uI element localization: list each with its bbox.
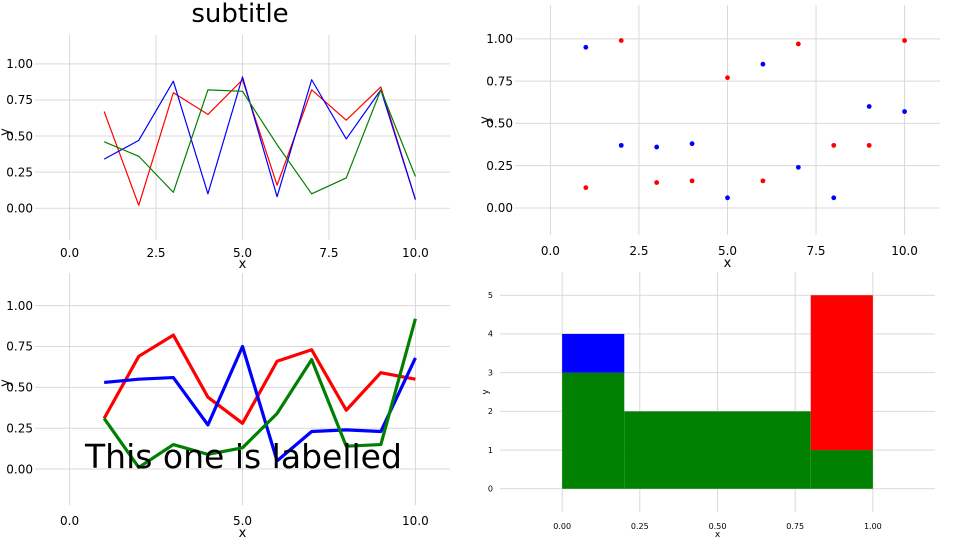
scatter-point-series-0: [618, 38, 624, 43]
scatter-point-series-0: [583, 185, 589, 191]
x-tick-label: 7.5: [806, 244, 825, 258]
scatter-point-series-0: [689, 178, 695, 184]
y-tick-label: 0.25: [6, 421, 33, 435]
y-tick-label: 1.00: [6, 299, 33, 313]
y-tick-label: 0.00: [6, 462, 33, 476]
x-tick-label: 10.0: [402, 246, 429, 260]
scatter-point-series-0: [760, 178, 766, 184]
y-tick-label: 0.25: [486, 159, 513, 173]
y-axis-label: y: [0, 379, 13, 387]
series-line-1: [104, 344, 417, 463]
y-tick-label: 0.50: [6, 129, 33, 143]
scatter-point-series-1: [618, 142, 624, 148]
y-axis-label: y: [0, 128, 13, 136]
y-tick-label: 4: [488, 330, 493, 339]
x-tick-label: 2.5: [629, 244, 648, 258]
x-tick-label: 7.5: [319, 246, 338, 260]
x-tick-label: 10.0: [402, 514, 429, 528]
y-tick-label: 1.00: [6, 57, 33, 71]
y-tick-label: 0.00: [486, 201, 513, 215]
scatter-point-series-1: [866, 104, 872, 109]
x-tick-label: 5.0: [233, 514, 252, 528]
y-axis-label: y: [481, 389, 491, 395]
y-tick-label: 1: [488, 446, 493, 455]
y-tick-label: 0.00: [6, 201, 33, 215]
scatter-point-series-1: [583, 44, 589, 50]
scatter-point-series-1: [725, 195, 730, 201]
series-line-2: [102, 318, 417, 470]
bottom-left-line-chart: 0.0 5.0 10.0 0.00 0.25 0.50 0.75 1.00 x y This one…: [0, 273, 450, 540]
x-tick-label: 0.0: [60, 246, 79, 260]
x-tick-label: 10.0: [891, 244, 918, 258]
scatter-point-series-0: [725, 75, 730, 81]
series-line-0: [102, 333, 416, 425]
y-tick-label: 0.25: [6, 165, 33, 179]
series-line-2: [103, 89, 416, 195]
series-line-1: [103, 76, 416, 200]
y-tick-label: 3: [488, 368, 493, 377]
y-tick-label: 0.50: [6, 381, 33, 395]
chart-title: subtitle: [191, 0, 288, 29]
y-tick-label: 0: [488, 485, 493, 494]
top-right-scatter-chart: 0.0 2.5 5.0 7.5 10.0 0.00 0.25 0.50 0.75 1.00 x y: [478, 5, 940, 271]
scatter-point-series-1: [689, 141, 695, 147]
scatter-point-series-0: [795, 41, 801, 47]
scatter-point-series-1: [654, 144, 660, 150]
x-tick-label: 0.50: [709, 522, 727, 531]
y-tick-label: 0.75: [486, 74, 513, 88]
bar-segment: [624, 411, 811, 489]
y-tick-label: 0.75: [6, 93, 33, 107]
x-tick-label: 0.0: [60, 514, 79, 528]
x-tick-label: 2.5: [146, 246, 165, 260]
top-left-line-chart: 0.0 2.5 5.0 7.5 10.0 0.00 0.25 0.50 0.75 1.00 x y su…: [0, 0, 450, 272]
x-axis-label: x: [239, 526, 247, 540]
y-tick-label: 2: [488, 407, 493, 416]
scatter-point-series-0: [902, 38, 907, 43]
scatter-point-series-1: [831, 195, 837, 201]
x-tick-label: 5.0: [233, 246, 252, 260]
scatter-point-series-1: [902, 109, 907, 114]
y-tick-label: 0.75: [6, 340, 33, 354]
scatter-point-series-1: [760, 61, 766, 67]
x-tick-label: 1.00: [864, 522, 882, 531]
x-tick-label: 0.00: [553, 522, 571, 531]
y-tick-label: 1.00: [486, 32, 513, 46]
series-line-0: [103, 79, 416, 206]
x-axis-label: x: [724, 256, 732, 271]
scatter-point-series-0: [654, 180, 660, 185]
x-axis-label: x: [239, 257, 247, 272]
x-tick-label: 0.75: [786, 522, 804, 531]
scatter-point-series-0: [831, 142, 837, 148]
x-axis-label: x: [715, 530, 721, 540]
scatter-point-series-0: [866, 142, 872, 148]
x-tick-label: 0.25: [631, 522, 649, 531]
x-tick-label: 5.0: [718, 244, 737, 258]
chart-annotation: This one is labelled: [84, 437, 402, 476]
bar-segment: [562, 372, 625, 489]
x-tick-label: 0.0: [541, 244, 560, 258]
bottom-right-bar-chart: 0.00 0.25 0.50 0.75 1.00 0 1 2 3 4 5 x y: [481, 272, 935, 540]
y-axis-label: y: [478, 116, 493, 124]
bar-segment: [562, 333, 625, 373]
bar-segment: [810, 450, 873, 489]
y-tick-label: 5: [488, 291, 493, 300]
scatter-point-series-1: [795, 164, 801, 170]
y-tick-label: 0.50: [486, 117, 513, 131]
bar-segment: [810, 295, 873, 451]
